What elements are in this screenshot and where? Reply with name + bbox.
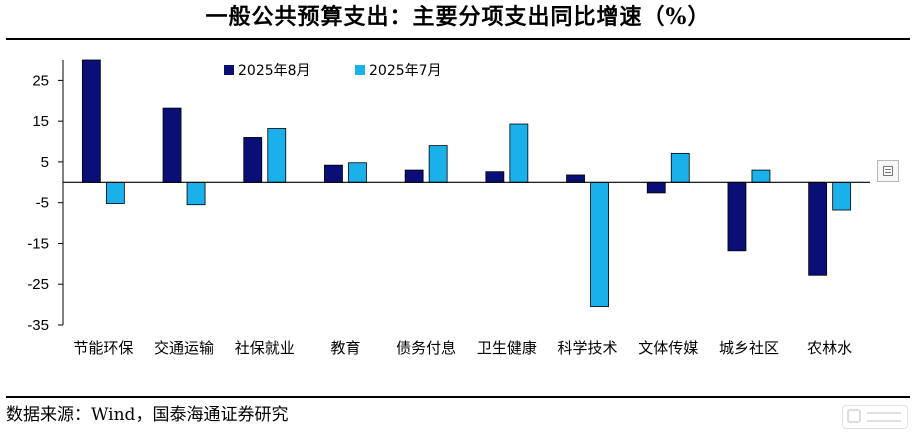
bar-jul — [105, 181, 125, 204]
chart-title: 一般公共预算支出：主要分项支出同比增速（%） — [205, 4, 711, 30]
bar-aug — [808, 181, 828, 276]
bar-jul — [751, 169, 771, 183]
bar-jul — [670, 152, 690, 183]
x-tick-label: 文体传媒 — [638, 339, 698, 357]
chart-bars — [81, 59, 852, 308]
bar-aug — [162, 107, 182, 183]
bar-jul — [267, 128, 287, 183]
bar-jul — [832, 181, 852, 211]
bar-jul — [348, 162, 367, 183]
x-tick-label: 社保就业 — [235, 339, 295, 357]
y-tick-label: 25 — [32, 72, 49, 89]
bar-jul — [186, 181, 206, 206]
bar-jul — [590, 181, 609, 308]
x-tick-label: 科学技术 — [558, 339, 618, 357]
x-tick-label: 卫生健康 — [477, 339, 537, 357]
watermark-logo-icon — [842, 405, 908, 429]
legend-swatch-jul — [355, 65, 365, 75]
legend-label-aug: 2025年8月 — [238, 63, 311, 79]
bar-aug — [566, 174, 585, 183]
y-tick-label: -15 — [27, 235, 49, 252]
bar-aug — [243, 137, 263, 183]
source-note: 数据来源：Wind，国泰海通证券研究 — [6, 405, 289, 425]
y-tick-label: -35 — [27, 317, 49, 334]
bar-aug — [485, 171, 505, 183]
bar-aug — [81, 59, 101, 183]
chart-axes: 25 15 5 -5 -15 -25 -35 节能环保 交通运输 社保就业 教育 债务付息 卫生健康 科学… — [27, 60, 870, 357]
legend-label-jul: 2025年7月 — [369, 63, 442, 79]
x-tick-label: 节能环保 — [73, 339, 133, 357]
y-tick-label: 5 — [41, 154, 49, 171]
x-tick-label: 城乡社区 — [719, 339, 779, 357]
bar-chart: 2025年8月 2025年7月 25 15 5 -5 -15 -25 -35 节能环保 交通运输 社… — [27, 59, 870, 357]
x-tick-label: 交通运输 — [154, 339, 214, 357]
chart-legend: 2025年8月 2025年7月 — [224, 63, 442, 79]
legend-swatch-aug — [224, 65, 234, 75]
source-divider — [6, 396, 910, 398]
bar-aug — [727, 181, 747, 252]
bar-jul — [509, 123, 529, 183]
x-tick-label: 债务付息 — [396, 339, 456, 357]
bar-aug — [646, 181, 666, 194]
y-tick-label: -25 — [27, 276, 49, 293]
y-tick-label: 15 — [32, 113, 49, 130]
y-tick-label: -5 — [36, 195, 49, 212]
bar-jul — [428, 145, 448, 183]
expand-icon[interactable] — [877, 160, 899, 182]
x-tick-label: 教育 — [330, 339, 360, 357]
bar-aug — [404, 169, 424, 183]
x-tick-label: 农林水 — [807, 339, 852, 357]
bar-aug — [324, 164, 343, 183]
title-divider — [6, 38, 910, 40]
